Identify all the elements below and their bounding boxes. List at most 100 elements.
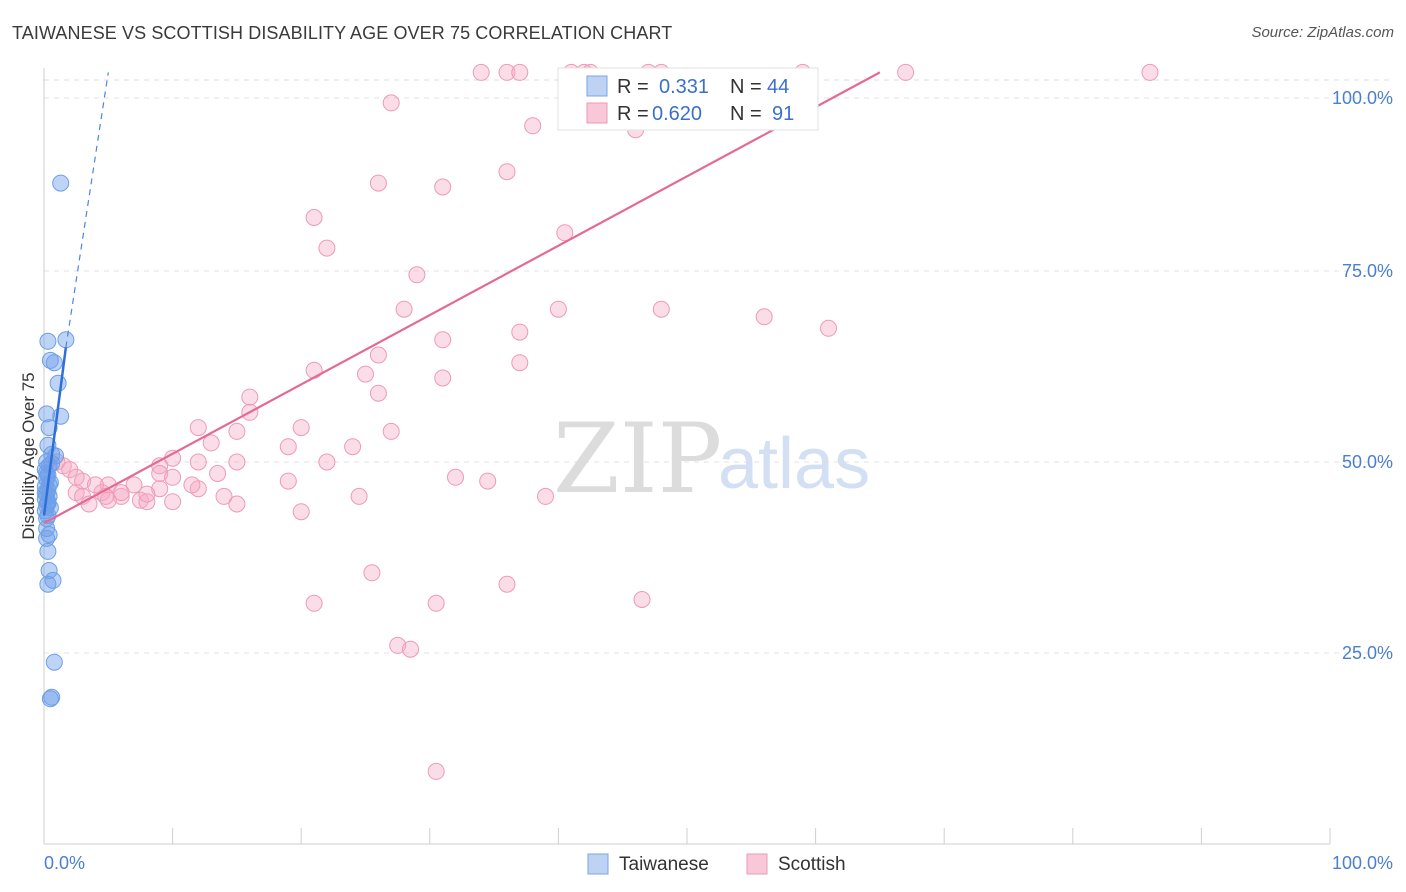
scottish-point (755, 308, 773, 326)
scottish-point (369, 346, 387, 364)
taiwanese-point (52, 174, 70, 192)
scottish-r-value: 0.620 (652, 103, 702, 125)
scottish-point (820, 319, 837, 337)
scottish-point (138, 485, 156, 503)
taiwanese-point (45, 653, 63, 671)
stats-legend: R = 0.331 N = 44 R = 0.620 N = 91 (557, 67, 819, 131)
scottish-point (363, 564, 381, 582)
scottish-point (498, 575, 516, 593)
taiwanese-point (38, 529, 56, 547)
taiwanese-point (40, 419, 58, 437)
watermark-atlas: atlas (718, 424, 870, 504)
scottish-point (292, 419, 310, 437)
scottish-point (164, 493, 182, 511)
legend-swatch-scottish (586, 102, 608, 124)
scottish-point (511, 323, 529, 341)
scottish-point (228, 422, 246, 440)
taiwanese-point (41, 690, 59, 708)
scottish-point (633, 591, 651, 608)
scottish-point (408, 266, 426, 284)
scottish-point (447, 468, 464, 486)
watermark-zip: ZIP (553, 403, 722, 515)
trendlines (42, 71, 881, 525)
scottish-point (125, 476, 143, 494)
scottish-point (215, 487, 233, 505)
scottish-point (369, 174, 387, 192)
taiwanese-n-label: N = (730, 76, 762, 98)
scottish-point (382, 422, 400, 440)
taiwanese-trendline (42, 347, 68, 516)
scottish-point (164, 468, 182, 486)
taiwanese-n-value: 44 (767, 76, 789, 98)
x-ticks (43, 828, 1331, 844)
scottish-point (479, 472, 497, 490)
scottish-point (652, 300, 670, 318)
taiwanese-point (45, 354, 63, 372)
scottish-point (183, 476, 201, 494)
taiwanese-series (36, 174, 75, 708)
bottom-legend-swatch-scottish (746, 853, 768, 875)
scottish-point (524, 117, 542, 135)
scottish-point (434, 331, 452, 349)
scottish-point (1141, 63, 1159, 81)
scottish-point (228, 453, 246, 471)
scottish-r-label: R = (617, 103, 649, 125)
y-tick-labels: 25.0% 50.0% 75.0% 100.0% (1332, 88, 1393, 663)
taiwanese-trendline-extension (65, 72, 109, 348)
taiwanese-point (40, 562, 58, 579)
taiwanese-point (39, 575, 57, 593)
gridlines (44, 79, 1392, 654)
bottom-legend-scottish: Scottish (778, 854, 846, 875)
scottish-point (189, 453, 207, 471)
scottish-point (357, 365, 374, 383)
scottish-point (556, 224, 574, 242)
taiwanese-point (38, 405, 56, 423)
chart-source: Source: ZipAtlas.com (1251, 24, 1394, 41)
bottom-legend-swatch-taiwanese (587, 853, 609, 875)
taiwanese-point (39, 542, 57, 560)
scottish-point (369, 384, 387, 402)
taiwanese-point (39, 332, 57, 350)
scottish-point (228, 495, 246, 513)
scottish-point (498, 63, 516, 81)
scottish-point (292, 503, 310, 521)
scottish-point (344, 438, 362, 456)
scottish-n-value: 91 (772, 103, 794, 125)
scottish-point (86, 476, 104, 494)
scottish-point (74, 472, 92, 490)
scottish-point (151, 465, 169, 482)
scottish-point (897, 63, 915, 81)
scottish-point (434, 178, 452, 196)
bottom-legend-taiwanese: Taiwanese (619, 854, 709, 875)
legend-swatch-taiwanese (586, 75, 608, 97)
watermark: ZIP atlas (553, 403, 870, 515)
scottish-point (305, 361, 323, 379)
scottish-point (131, 491, 149, 509)
taiwanese-r-value: 0.331 (659, 76, 709, 98)
scottish-point (241, 388, 259, 406)
scottish-point (402, 640, 419, 658)
scottish-point (389, 636, 407, 654)
scottish-point (279, 438, 297, 456)
scottish-point (537, 487, 554, 505)
scottish-point (434, 369, 452, 387)
scottish-point (112, 484, 130, 502)
scottish-point (279, 472, 297, 490)
scottish-point (189, 419, 207, 437)
scottish-series (48, 63, 1159, 780)
y-tick-label: 50.0% (1342, 452, 1393, 472)
scottish-point (395, 300, 413, 318)
scottish-point (427, 762, 445, 780)
y-tick-label: 75.0% (1342, 261, 1393, 281)
y-tick-label: 25.0% (1342, 643, 1393, 663)
scottish-point (318, 239, 336, 257)
x-tick-label-max: 100.0% (1332, 853, 1393, 873)
x-tick-label-min: 0.0% (44, 853, 85, 873)
chart-title: TAIWANESE VS SCOTTISH DISABILITY AGE OVE… (12, 23, 673, 43)
scottish-point (151, 480, 169, 498)
taiwanese-r-label: R = (617, 76, 649, 98)
y-axis-title: Disability Age Over 75 (19, 372, 38, 539)
scottish-point (382, 94, 400, 112)
scottish-point (305, 594, 323, 612)
